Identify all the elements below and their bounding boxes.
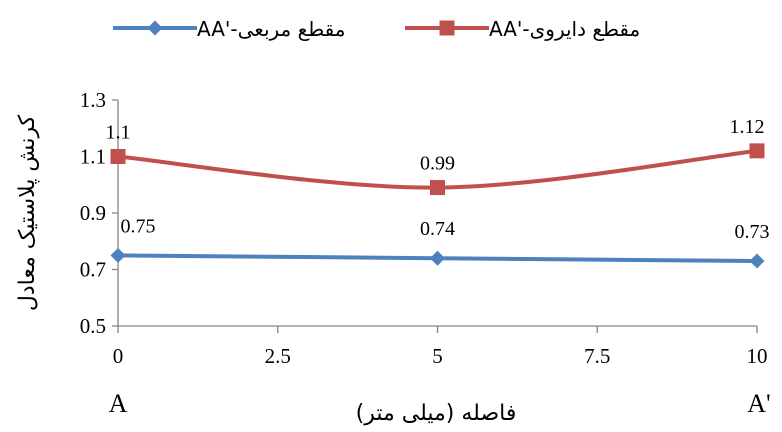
x-tick-label: 10 xyxy=(747,344,768,368)
legend-marker xyxy=(147,20,163,36)
series-layer: 0.75 0.74 0.73 1.1 0.99 1.12 xyxy=(106,116,770,269)
data-point xyxy=(110,149,126,164)
x-tick-label: 2.5 xyxy=(265,344,291,368)
endpoint-label-a-prime: A' xyxy=(747,389,770,418)
data-label: 0.74 xyxy=(420,218,455,240)
x-tick-label: 7.5 xyxy=(584,344,610,368)
legend-label: مقطع مربعی-'AA xyxy=(197,17,346,41)
legend-marker xyxy=(439,20,455,36)
y-tick-label: 0.9 xyxy=(80,201,106,225)
legend-label: مقطع دایروی-'AA xyxy=(489,17,640,41)
axes: 0.50.70.91.11.30 2.5 5 7.5 10 xyxy=(80,88,768,368)
legend-item: مقطع مربعی-'AA xyxy=(113,17,346,41)
x-tick-label: 0 xyxy=(113,344,124,368)
data-point xyxy=(749,143,765,159)
data-label: 0.99 xyxy=(420,153,455,175)
data-label: 1.1 xyxy=(106,122,131,144)
data-label: 0.75 xyxy=(121,215,156,237)
endpoint-label-a: A xyxy=(109,389,128,418)
y-tick-label: 0.7 xyxy=(80,258,106,282)
x-tick-label: 5 xyxy=(432,344,443,368)
y-tick-label: 1.3 xyxy=(80,88,106,112)
data-point xyxy=(749,253,765,269)
y-tick-label: 1.1 xyxy=(80,145,106,169)
data-label: 1.12 xyxy=(730,116,765,138)
data-label: 0.73 xyxy=(735,221,770,243)
series-square-section: 0.75 0.74 0.73 xyxy=(110,215,770,269)
y-tick-label: 0.5 xyxy=(80,314,106,338)
y-axis-label: کرنش پلاستیک معادل xyxy=(15,114,40,311)
legend: مقطع دایروی-'AA مقطع مربعی-'AA xyxy=(113,17,640,41)
x-axis-label: فاصله (میلی متر) xyxy=(356,401,517,426)
data-point xyxy=(430,250,445,266)
data-point xyxy=(110,247,126,263)
legend-item: مقطع دایروی-'AA xyxy=(405,17,640,41)
data-point xyxy=(430,180,445,196)
series-circular-section: 1.1 0.99 1.12 xyxy=(106,116,765,196)
